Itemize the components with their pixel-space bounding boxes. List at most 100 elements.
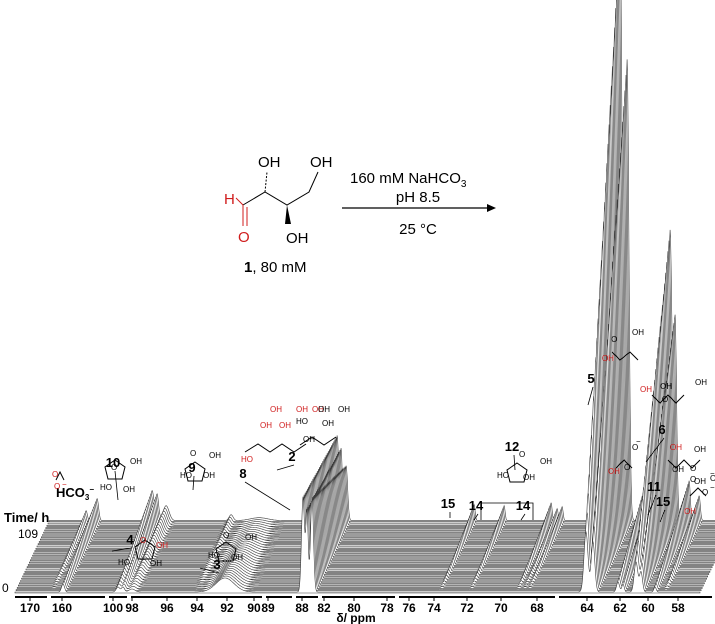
spectrum-trace xyxy=(34,182,715,552)
reagent-text: 160 mM NaHCO xyxy=(350,170,461,187)
spectrum-trace xyxy=(15,494,702,591)
tick-label: 160 xyxy=(52,601,72,615)
tick-label: 60 xyxy=(641,601,655,615)
conditions: 160 mM NaHCO3 pH 8.5 25 °C xyxy=(342,170,496,238)
atom-label: O xyxy=(52,470,58,479)
tick-label: 89 xyxy=(261,601,275,615)
tick-label: 76 xyxy=(402,601,416,615)
atom-label: O xyxy=(111,463,117,472)
atom-label: HO xyxy=(208,551,220,560)
spectrum-trace xyxy=(35,163,715,550)
atom-label: HO xyxy=(296,417,308,426)
bicarbonate-label: HCO3− xyxy=(56,485,94,502)
peak-label: 8 xyxy=(239,466,246,481)
pointer-arrow xyxy=(647,494,657,516)
peak-label: 12 xyxy=(505,439,519,454)
atom-label: O xyxy=(54,482,60,491)
atom-label: OH xyxy=(523,473,535,482)
peak-label: 11 xyxy=(647,479,661,494)
tick-label: 74 xyxy=(427,601,441,615)
chain xyxy=(615,459,633,469)
pointer-arrow xyxy=(244,481,291,511)
pointer-arrow xyxy=(659,509,666,523)
bracket xyxy=(480,502,534,520)
peak-label: 14 xyxy=(469,498,484,513)
pointer-arrow xyxy=(645,437,665,463)
tick-label: 94 xyxy=(190,601,204,615)
tick-label: 58 xyxy=(671,601,685,615)
spectrum-trace xyxy=(21,415,707,580)
ring xyxy=(184,461,206,482)
concentration: , 80 mM xyxy=(252,259,306,276)
pointer-arrow xyxy=(114,470,119,501)
chain xyxy=(299,436,337,446)
atom-label: O xyxy=(710,474,715,483)
tick-label: 70 xyxy=(494,601,508,615)
label: OH xyxy=(310,154,333,171)
ring xyxy=(215,541,237,562)
chain xyxy=(667,459,701,469)
spectrum-trace xyxy=(23,376,710,575)
spectrum-trace xyxy=(31,240,715,559)
atom-label: OH xyxy=(608,467,620,476)
atom-label: OH xyxy=(123,485,135,494)
atom-label: − xyxy=(636,437,641,446)
peak-label: 15 xyxy=(656,494,670,509)
peak-label: 4 xyxy=(126,532,134,547)
tick-label: 62 xyxy=(613,601,627,615)
peak-label: 3 xyxy=(213,557,220,572)
atom-label: O xyxy=(690,464,696,473)
atom-label: OH xyxy=(260,421,272,430)
bicarbonate-sub: 3 xyxy=(85,493,90,502)
peak-label: 6 xyxy=(658,422,665,437)
tick-label: 68 xyxy=(530,601,544,615)
spectrum-trace xyxy=(18,473,704,587)
atom-label: OH xyxy=(632,328,644,337)
time-top: 109 xyxy=(18,527,38,541)
spectrum-trace xyxy=(19,454,705,585)
atom-label: OH xyxy=(279,421,291,430)
tick-label: 170 xyxy=(20,601,40,615)
pointer-arrow xyxy=(473,513,479,521)
spectrum-trace xyxy=(30,260,715,562)
reactant-structure: OH OH H O OH 1, 80 mM xyxy=(224,154,333,276)
spectrum-trace xyxy=(22,396,708,578)
chain xyxy=(651,394,685,404)
pointer-arrow xyxy=(587,386,594,406)
ring xyxy=(104,459,126,480)
atom-label: OH xyxy=(684,507,696,516)
compound-label: 1, 80 mM xyxy=(244,259,307,276)
atom-label: O xyxy=(611,335,617,344)
atom-label: OH xyxy=(695,378,707,387)
atom-label: HO xyxy=(241,455,253,464)
atom-label: OH xyxy=(203,471,215,480)
compound-number: 1 xyxy=(244,259,252,276)
atom-label: OH xyxy=(672,465,684,474)
atom-label: OH xyxy=(540,457,552,466)
tick-label: 64 xyxy=(580,601,594,615)
atom-label: OH xyxy=(660,382,672,391)
tick-label: 72 xyxy=(460,601,474,615)
atom-label: HO xyxy=(100,483,112,492)
atom-label: OH xyxy=(156,541,168,550)
tick-label: 82 xyxy=(317,601,331,615)
peak-label: 5 xyxy=(587,371,594,386)
atom-label: OH xyxy=(670,443,682,452)
label: H xyxy=(224,191,235,208)
atom-label: O xyxy=(632,443,638,452)
atom-label: OH xyxy=(209,451,221,460)
atom-label: O xyxy=(223,531,229,540)
atom-label: OH xyxy=(318,405,330,414)
atom-label: OH xyxy=(338,405,350,414)
tick-label: 96 xyxy=(160,601,174,615)
temperature: 25 °C xyxy=(399,221,437,238)
atom-label: − xyxy=(62,480,67,489)
bond xyxy=(242,171,319,206)
spectrum-trace xyxy=(29,279,715,564)
atom-label: HO xyxy=(497,471,509,480)
pointer-arrow xyxy=(199,567,220,574)
chain xyxy=(244,443,307,453)
arrow-head xyxy=(487,204,496,212)
